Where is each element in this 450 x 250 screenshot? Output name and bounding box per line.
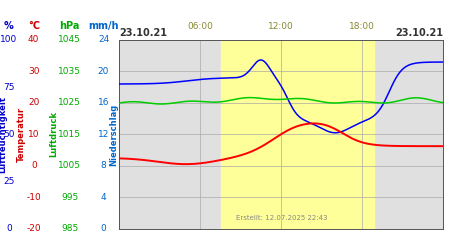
- Text: 0: 0: [6, 224, 12, 233]
- Text: mm/h: mm/h: [88, 21, 119, 31]
- Text: -10: -10: [27, 193, 41, 202]
- Bar: [221, 40, 374, 229]
- Text: 25: 25: [3, 177, 15, 186]
- Text: hPa: hPa: [59, 21, 80, 31]
- Text: 985: 985: [61, 224, 78, 233]
- Text: %: %: [4, 21, 14, 31]
- Text: 23.10.21: 23.10.21: [395, 28, 443, 38]
- Text: 8: 8: [101, 161, 106, 170]
- Text: 1005: 1005: [58, 161, 81, 170]
- Text: 12: 12: [98, 130, 109, 139]
- Text: 0: 0: [31, 161, 36, 170]
- Text: Luftfeuchtigkeit: Luftfeuchtigkeit: [0, 96, 8, 173]
- Text: Erstellt: 12.07.2025 22:43: Erstellt: 12.07.2025 22:43: [235, 215, 327, 221]
- Text: 1025: 1025: [58, 98, 81, 108]
- Text: 4: 4: [101, 193, 106, 202]
- Text: 18:00: 18:00: [349, 22, 375, 31]
- Text: 40: 40: [28, 36, 40, 44]
- Text: 10: 10: [28, 130, 40, 139]
- Text: Niederschlag: Niederschlag: [109, 103, 118, 166]
- Text: 16: 16: [98, 98, 109, 108]
- Text: 06:00: 06:00: [187, 22, 213, 31]
- Text: 24: 24: [98, 36, 109, 44]
- Text: 23.10.21: 23.10.21: [119, 28, 167, 38]
- Text: -20: -20: [27, 224, 41, 233]
- Text: 995: 995: [61, 193, 78, 202]
- Text: °C: °C: [28, 21, 40, 31]
- Text: 30: 30: [28, 67, 40, 76]
- Text: 75: 75: [3, 83, 15, 92]
- Text: 12:00: 12:00: [268, 22, 294, 31]
- Text: 50: 50: [3, 130, 15, 139]
- Text: 1015: 1015: [58, 130, 81, 139]
- Text: 1045: 1045: [58, 36, 81, 44]
- Text: Temperatur: Temperatur: [17, 107, 26, 162]
- Text: 20: 20: [28, 98, 40, 108]
- Text: Luftdruck: Luftdruck: [50, 112, 58, 158]
- Text: 1035: 1035: [58, 67, 81, 76]
- Text: 100: 100: [0, 36, 18, 44]
- Text: 20: 20: [98, 67, 109, 76]
- Text: 0: 0: [101, 224, 106, 233]
